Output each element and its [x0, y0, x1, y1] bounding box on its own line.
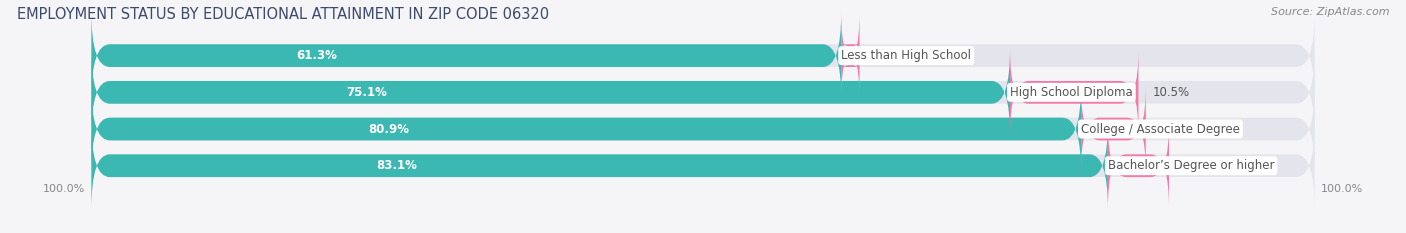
FancyBboxPatch shape	[91, 12, 841, 99]
Text: 75.1%: 75.1%	[346, 86, 388, 99]
Text: 83.1%: 83.1%	[375, 159, 416, 172]
Text: 100.0%: 100.0%	[1320, 184, 1362, 194]
Text: Bachelor’s Degree or higher: Bachelor’s Degree or higher	[1108, 159, 1274, 172]
Text: 5.0%: 5.0%	[1184, 159, 1213, 172]
FancyBboxPatch shape	[1010, 49, 1139, 136]
Text: High School Diploma: High School Diploma	[1010, 86, 1133, 99]
FancyBboxPatch shape	[841, 12, 859, 99]
Text: 100.0%: 100.0%	[44, 184, 86, 194]
FancyBboxPatch shape	[91, 122, 1315, 209]
FancyBboxPatch shape	[1081, 85, 1146, 173]
FancyBboxPatch shape	[91, 12, 1315, 99]
Text: 80.9%: 80.9%	[368, 123, 409, 136]
Text: Less than High School: Less than High School	[841, 49, 972, 62]
Text: EMPLOYMENT STATUS BY EDUCATIONAL ATTAINMENT IN ZIP CODE 06320: EMPLOYMENT STATUS BY EDUCATIONAL ATTAINM…	[17, 7, 548, 22]
Text: 61.3%: 61.3%	[295, 49, 337, 62]
FancyBboxPatch shape	[91, 122, 1108, 209]
Text: 10.5%: 10.5%	[1153, 86, 1191, 99]
FancyBboxPatch shape	[91, 49, 1010, 136]
FancyBboxPatch shape	[1108, 122, 1168, 209]
Text: College / Associate Degree: College / Associate Degree	[1081, 123, 1240, 136]
FancyBboxPatch shape	[91, 85, 1315, 173]
Text: 5.3%: 5.3%	[1160, 123, 1189, 136]
Text: 1.5%: 1.5%	[875, 49, 904, 62]
FancyBboxPatch shape	[91, 49, 1315, 136]
FancyBboxPatch shape	[91, 85, 1081, 173]
Text: Source: ZipAtlas.com: Source: ZipAtlas.com	[1271, 7, 1389, 17]
